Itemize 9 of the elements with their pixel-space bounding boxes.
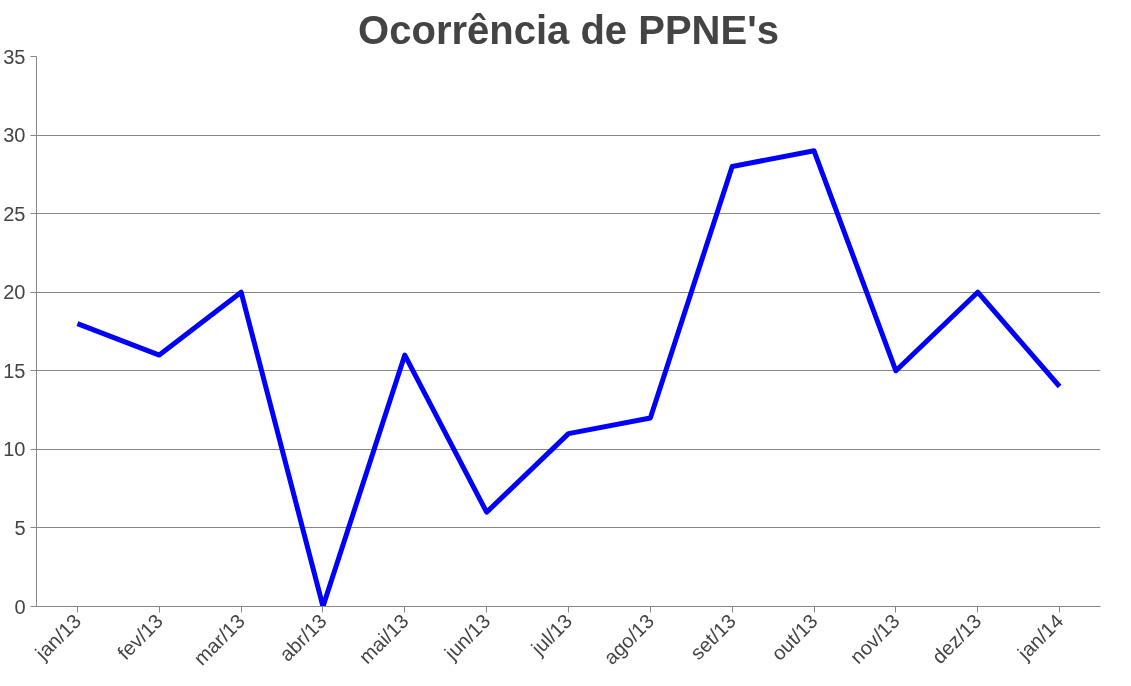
y-tick-label: 20 [3, 281, 26, 304]
y-tick-label: 25 [3, 202, 26, 225]
y-tick-label: 15 [3, 359, 26, 382]
y-tick-label: 0 [14, 595, 26, 618]
chart-title: Ocorrência de PPNE's [358, 7, 779, 52]
y-tick-label: 35 [3, 45, 26, 68]
y-tick-label: 5 [14, 516, 26, 539]
y-tick-label: 30 [3, 124, 26, 147]
y-tick-label: 10 [3, 438, 26, 461]
